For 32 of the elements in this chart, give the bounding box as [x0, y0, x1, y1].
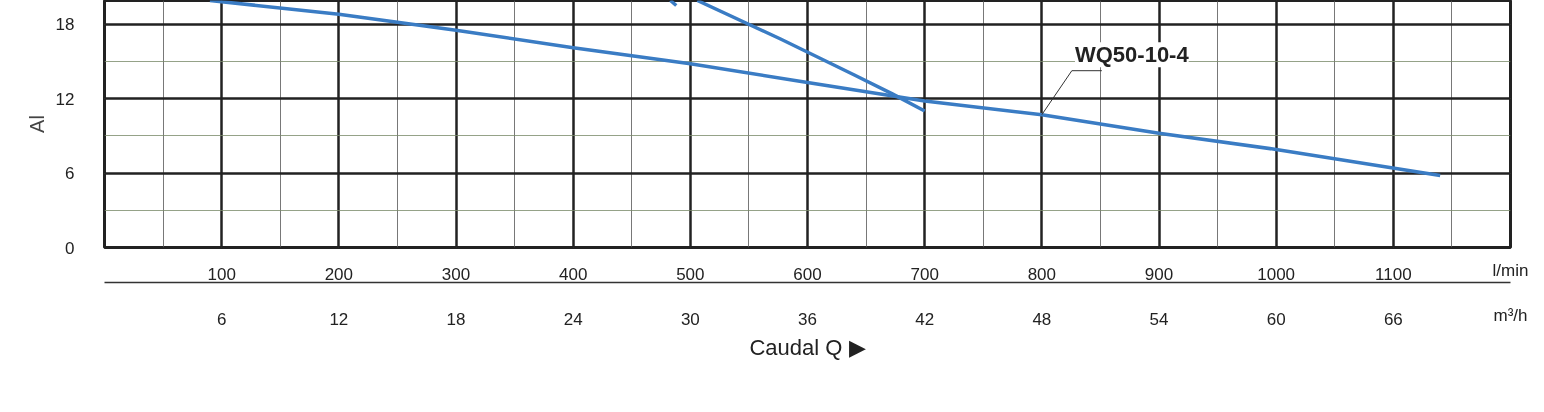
x-tick-label: 200 [324, 264, 354, 284]
line-series [208, 0, 1442, 178]
x2-tick-label: 6 [216, 309, 227, 329]
x-tick-label: 100 [207, 264, 236, 284]
x2-tick-label: 54 [1149, 309, 1169, 329]
y-tick-label: 12 [55, 89, 75, 109]
x-tick-label: 800 [1027, 264, 1057, 284]
x2-axis-title: m³/h [1493, 305, 1528, 325]
x-tick-label: 400 [558, 264, 588, 284]
x2-tick-label: 18 [446, 309, 466, 329]
y-tick-label: 18 [55, 15, 75, 35]
x2-tick-label: 42 [915, 309, 935, 329]
x-tick-label: 600 [793, 264, 822, 284]
x2-tick-label: 24 [563, 309, 583, 329]
x2-tick-label: 36 [798, 309, 817, 329]
x2-tick-label: 48 [1032, 309, 1052, 329]
x-tick-label: 700 [910, 264, 939, 284]
x2-tick-label: 66 [1383, 309, 1403, 329]
x-tick-label: 1100 [1375, 264, 1412, 284]
x-tick-label: 900 [1144, 264, 1174, 284]
x-axis-title: l/min [1492, 260, 1529, 280]
x-tick-label: 1000 [1257, 264, 1296, 284]
y-tick-label: 0 [65, 238, 75, 258]
y-axis-title: Al [25, 115, 48, 133]
x2-tick-label: 30 [680, 309, 700, 329]
x2-tick-label: 12 [329, 309, 349, 329]
text: WQ50-10-4 [1074, 42, 1190, 68]
y-tick-label: 6 [65, 164, 75, 184]
x2-tick-label: 60 [1266, 309, 1286, 329]
text: Caudal Q ▶ [749, 334, 866, 360]
x-tick-label: 300 [441, 264, 471, 284]
x-tick-label: 500 [676, 264, 705, 284]
